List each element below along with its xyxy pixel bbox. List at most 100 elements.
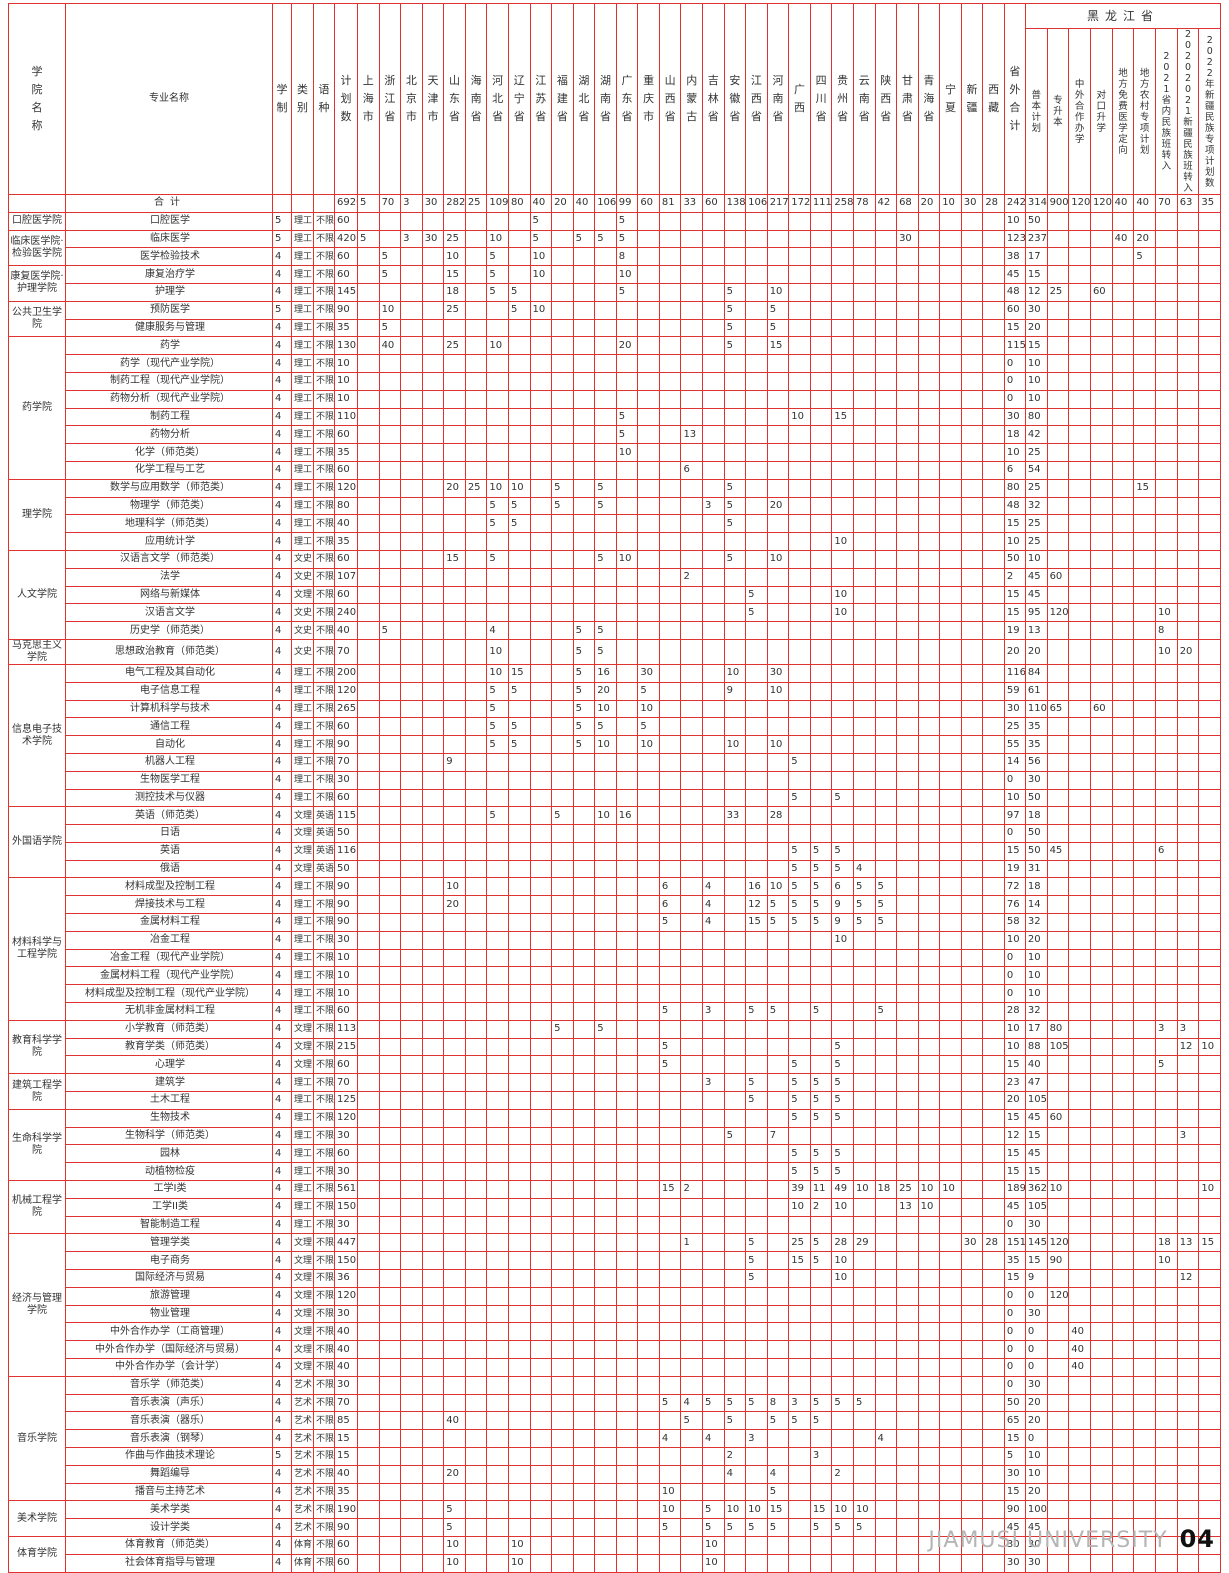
province-cell: [702, 1233, 725, 1253]
heilongjiang-cell: [1111, 1180, 1135, 1199]
total-province-cell: 40: [529, 194, 553, 213]
heilongjiang-cell: [1111, 1002, 1135, 1021]
province-cell: [529, 407, 553, 427]
province-cell: [809, 211, 833, 231]
province-cell: [702, 1375, 725, 1395]
province-cell: [637, 496, 660, 516]
province-cell: 5: [615, 282, 639, 302]
province-cell: 5: [551, 1019, 574, 1039]
province-cell: [443, 1215, 466, 1235]
heilongjiang-cell: 15: [1024, 1126, 1048, 1146]
province-cell: [874, 621, 898, 640]
province-cell: [723, 788, 747, 808]
province-cell: 5: [572, 621, 596, 640]
province-cell: [874, 1073, 898, 1093]
province-cell: [357, 895, 380, 915]
heilongjiang-cell: [1089, 532, 1113, 551]
years-cell: 4: [272, 496, 292, 516]
province-cell: [378, 841, 402, 861]
province-cell: 5: [357, 229, 380, 249]
province-cell: [421, 1358, 445, 1377]
province-cell: [874, 603, 898, 623]
header-text: 西藏: [988, 83, 1000, 114]
language-cell: 不限: [313, 681, 335, 701]
province-cell: [960, 788, 984, 808]
province-cell: [809, 735, 833, 754]
province-cell: [551, 1482, 574, 1502]
plan-cell: 70: [334, 752, 358, 772]
province-cell: [939, 229, 962, 249]
province-cell: [939, 895, 962, 915]
province-cell: [378, 735, 402, 754]
heilongjiang-cell: [1111, 1375, 1135, 1395]
years-cell: 4: [272, 1126, 292, 1146]
heilongjiang-cell: 40: [1068, 1322, 1091, 1342]
plan-cell: 110: [334, 407, 358, 427]
province-cell: [745, 247, 768, 267]
province-cell: [896, 1464, 919, 1484]
heilongjiang-cell: [1155, 824, 1178, 843]
province-cell: [529, 770, 553, 790]
heilongjiang-cell: [1198, 354, 1222, 373]
major-row: 计算机科学与技术 4 理工 不限 265 5 5 10 10 30 110 65 60: [9, 699, 1222, 719]
province-cell: [357, 1411, 380, 1431]
heilongjiang-cell: [1111, 1446, 1135, 1466]
province-cell: [831, 1340, 854, 1359]
province-cell: [594, 770, 617, 790]
major-row: 中外合作办学（国际经济与贸易） 4 文理 不限 40 0 0 40: [9, 1340, 1222, 1359]
province-cell: [529, 460, 553, 480]
province-cell: [896, 752, 919, 772]
province-cell: [615, 1144, 639, 1164]
heilongjiang-cell: [1111, 1464, 1135, 1484]
heilongjiang-cell: [1198, 371, 1222, 391]
province-cell: [702, 1340, 725, 1359]
heilongjiang-cell: [1176, 1553, 1200, 1573]
province-cell: [551, 443, 574, 462]
province-cell: [852, 371, 876, 391]
province-cell: [982, 247, 1005, 267]
province-cell: [658, 1269, 682, 1288]
heilongjiang-cell: [1111, 1411, 1135, 1431]
province-cell: [400, 1197, 423, 1217]
heilongjiang-cell: [1133, 1019, 1156, 1039]
province-cell: [464, 621, 488, 640]
province-cell: [917, 478, 941, 498]
province-cell: [745, 460, 768, 480]
province-cell: [702, 663, 725, 683]
province-cell: [400, 1091, 423, 1110]
province-cell: 5: [809, 1518, 833, 1537]
heilongjiang-cell: [1111, 699, 1135, 719]
heilongjiang-cell: [1046, 1322, 1070, 1342]
province-cell: [960, 621, 984, 640]
province-cell: 4: [680, 1393, 703, 1413]
province-cell: [896, 478, 919, 498]
province-cell: [982, 425, 1005, 445]
province-cell: [400, 1429, 423, 1448]
province-cell: [809, 336, 833, 356]
province-cell: [572, 1233, 596, 1253]
province-cell: [637, 1518, 660, 1537]
province-cell: [357, 300, 380, 320]
heilongjiang-cell: [1133, 300, 1156, 320]
heilongjiang-cell: [1089, 984, 1113, 1004]
major-row: 中外合作办学（工商管理） 4 文理 不限 40 0 0 40: [9, 1322, 1222, 1342]
province-header: 广西: [788, 3, 811, 195]
province-cell: 5: [507, 496, 531, 516]
category-cell: 文史: [291, 549, 314, 569]
province-cell: [766, 966, 790, 986]
province-cell: [615, 1393, 639, 1413]
heilongjiang-column-header: 2021省内民族班转入: [1155, 28, 1178, 195]
province-cell: [421, 1002, 445, 1021]
heilongjiang-cell: [1111, 1055, 1135, 1075]
province-cell: [852, 407, 876, 427]
province-cell: 5: [745, 1518, 768, 1537]
province-cell: [594, 1251, 617, 1271]
province-cell: 10: [745, 1500, 768, 1520]
province-cell: 5: [443, 1500, 466, 1520]
province-cell: [917, 1144, 941, 1164]
province-cell: 4: [766, 1464, 790, 1484]
heilongjiang-cell: [1198, 1464, 1222, 1484]
province-cell: [464, 859, 488, 879]
province-cell: [831, 549, 854, 569]
major-row: 机器人工程 4 理工 不限 70 9 5 14 56: [9, 752, 1222, 772]
